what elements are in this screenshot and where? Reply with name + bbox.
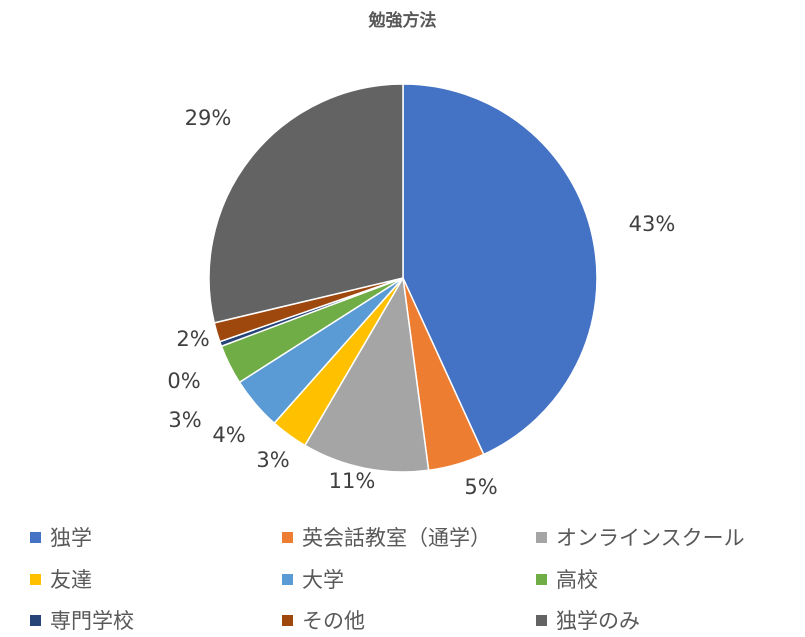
pie-slice-1 — [402, 83, 598, 456]
legend-label: 友達 — [50, 568, 92, 592]
legend-item-2: 英会話教室（通学） — [282, 522, 491, 552]
data-label-5: 4% — [212, 423, 245, 447]
legend-swatch — [30, 531, 41, 543]
legend-label: 高校 — [556, 568, 598, 592]
legend-item-8: その他 — [282, 605, 365, 635]
legend-item-6: 高校 — [536, 564, 598, 594]
data-label-8: 2% — [176, 327, 209, 351]
pie-slice-3 — [303, 275, 430, 473]
legend-label: 専門学校 — [50, 609, 134, 633]
legend-item-1: 独学 — [30, 522, 92, 552]
legend-label: 独学 — [50, 526, 92, 550]
data-label-6: 3% — [168, 408, 201, 432]
legend-label: 英会話教室（通学） — [302, 526, 491, 550]
legend-item-5: 大学 — [282, 564, 344, 594]
chart-title: 勉強方法 — [368, 11, 437, 31]
legend-label: 大学 — [302, 568, 344, 592]
data-label-3: 11% — [329, 469, 376, 493]
legend-label: オンラインスクール — [556, 526, 745, 550]
pie-slice-9 — [208, 83, 404, 324]
legend-swatch — [282, 614, 293, 626]
legend-swatch — [536, 573, 547, 585]
legend-swatch — [30, 614, 41, 626]
data-label-2: 5% — [464, 475, 497, 499]
legend-swatch — [536, 531, 547, 543]
legend-swatch — [282, 573, 293, 585]
legend-swatch — [536, 614, 547, 626]
legend-label: 独学のみ — [556, 609, 640, 633]
legend-swatch — [30, 573, 41, 585]
legend-swatch — [282, 531, 293, 543]
data-label-7: 0% — [167, 369, 200, 393]
legend-item-3: オンラインスクール — [536, 522, 745, 552]
data-label-1: 43% — [629, 212, 676, 236]
legend-item-4: 友達 — [30, 564, 92, 594]
legend-label: その他 — [302, 609, 365, 633]
legend-item-9: 独学のみ — [536, 605, 640, 635]
data-label-9: 29% — [185, 106, 232, 130]
data-label-4: 3% — [256, 448, 289, 472]
legend-item-7: 専門学校 — [30, 605, 134, 635]
